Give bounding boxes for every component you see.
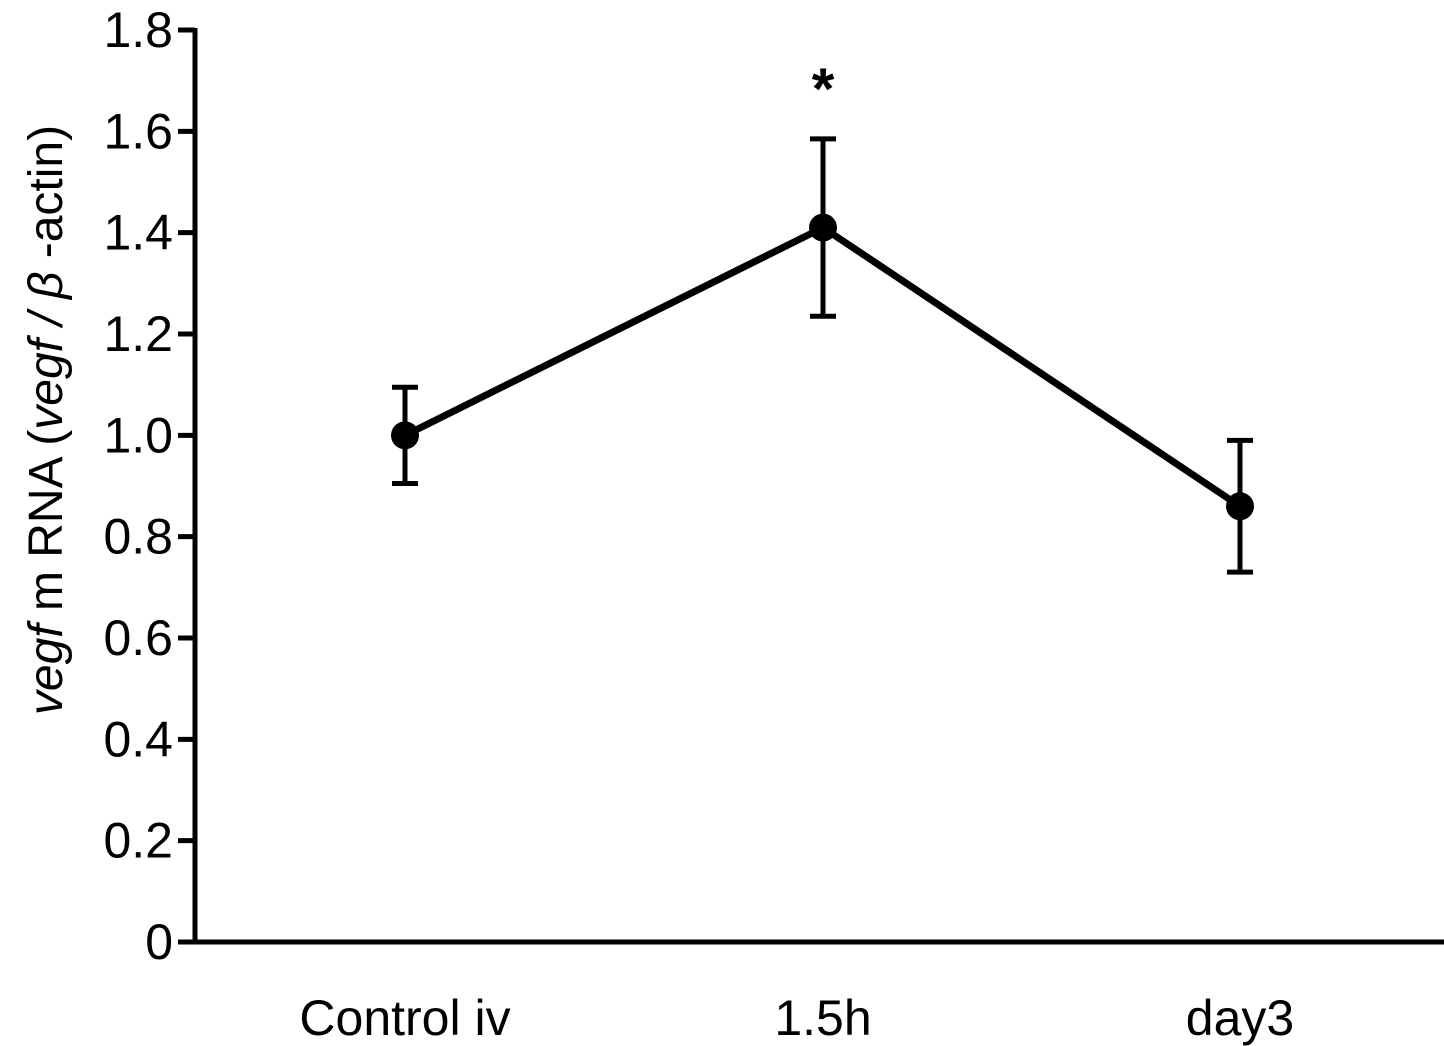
y-tick-label: 1.8 [103,2,173,58]
x-tick-labels: Control iv 1.5h day3 [299,990,1294,1046]
y-tick-label: 0.4 [103,711,173,767]
x-tick-label: Control iv [299,990,510,1046]
y-ticks: 0 0.2 0.4 0.6 0.8 1.0 1.2 1.4 1.6 1.8 [103,2,195,970]
data-point [391,421,419,450]
x-tick-label: 1.5h [774,990,871,1046]
y-axis-label-part2: m RNA ( [20,430,73,625]
y-tick-label: 1.4 [103,205,173,261]
y-tick-label: 0.8 [103,509,173,565]
y-axis-label-part1: vegf [20,620,73,715]
y-tick-label: 0.2 [103,813,173,869]
y-axis-label-part4: -actin) [20,125,73,272]
y-tick-label: 1.2 [103,306,173,362]
y-tick-label: 1.6 [103,103,173,159]
y-tick-label: 1.0 [103,407,173,463]
y-axis-label: vegf m RNA (vegf / β -actin) [20,125,73,715]
series: * [391,57,1254,575]
x-tick-label: day3 [1186,990,1294,1046]
data-point [809,213,837,242]
y-tick-label: 0 [145,914,173,970]
data-point [1226,492,1254,521]
y-axis-label-part3: vegf / β [20,272,73,430]
y-tick-label: 0.6 [103,610,173,666]
significance-asterisk: * [812,57,835,122]
